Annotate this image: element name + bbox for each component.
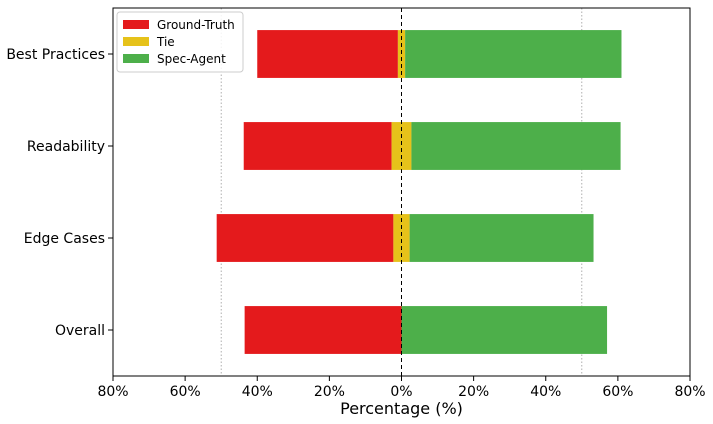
- bar-spec-agent-3: [402, 306, 608, 354]
- y-tick-label-0: Best Practices: [6, 47, 105, 63]
- legend-swatch-2: [123, 54, 149, 63]
- bar-ground-truth-2: [217, 214, 394, 262]
- legend-label-1: Tie: [156, 35, 175, 49]
- y-tick-label-3: Overall: [55, 323, 105, 339]
- bar-spec-agent-1: [411, 122, 620, 170]
- x-tick-label-1: 60%: [170, 384, 201, 400]
- x-tick-label-0: 80%: [97, 384, 128, 400]
- legend-swatch-0: [123, 20, 149, 29]
- legend-label-2: Spec-Agent: [157, 52, 226, 66]
- legend-label-0: Ground-Truth: [157, 18, 235, 32]
- bar-spec-agent-2: [410, 214, 594, 262]
- x-tick-label-4: 0%: [390, 384, 412, 400]
- bar-ground-truth-0: [257, 30, 398, 78]
- x-axis: 80% 60% 40% 20% 0% 20% 40% 60% 80%: [97, 376, 705, 400]
- x-tick-label-3: 20%: [314, 384, 345, 400]
- y-tick-label-1: Readability: [27, 139, 105, 155]
- legend: Ground-Truth Tie Spec-Agent: [117, 12, 243, 72]
- bar-ground-truth-1: [244, 122, 392, 170]
- x-axis-title: Percentage (%): [340, 399, 463, 418]
- y-axis: Best Practices Readability Edge Cases Overa…: [6, 47, 113, 339]
- y-tick-label-2: Edge Cases: [24, 231, 105, 247]
- x-tick-label-5: 20%: [458, 384, 489, 400]
- bar-spec-agent-0: [405, 30, 621, 78]
- x-tick-label-6: 40%: [530, 384, 561, 400]
- x-tick-label-8: 80%: [674, 384, 705, 400]
- bar-ground-truth-3: [245, 306, 402, 354]
- legend-swatch-1: [123, 37, 149, 46]
- x-tick-label-7: 60%: [602, 384, 633, 400]
- x-tick-label-2: 40%: [242, 384, 273, 400]
